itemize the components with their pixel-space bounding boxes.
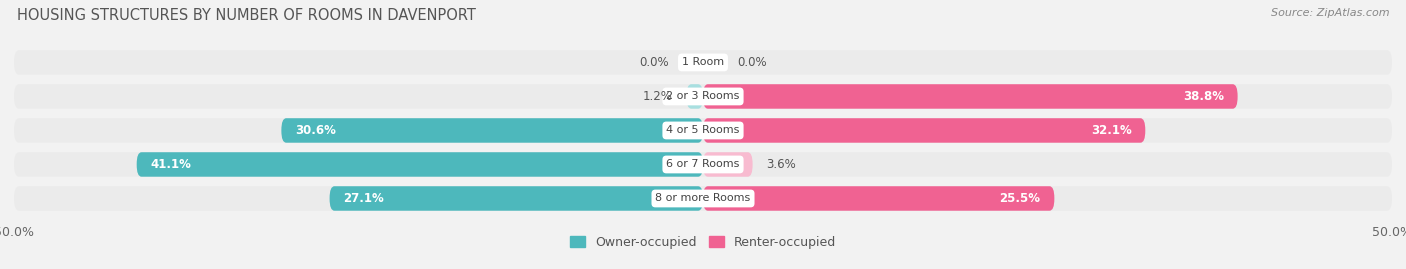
FancyBboxPatch shape (136, 152, 703, 177)
Text: 0.0%: 0.0% (738, 56, 768, 69)
FancyBboxPatch shape (14, 152, 1392, 177)
Text: 0.0%: 0.0% (638, 56, 669, 69)
Text: 1 Room: 1 Room (682, 58, 724, 68)
Text: 6 or 7 Rooms: 6 or 7 Rooms (666, 160, 740, 169)
Text: 41.1%: 41.1% (150, 158, 191, 171)
FancyBboxPatch shape (14, 118, 1392, 143)
Text: 32.1%: 32.1% (1091, 124, 1132, 137)
Text: 30.6%: 30.6% (295, 124, 336, 137)
Text: 8 or more Rooms: 8 or more Rooms (655, 193, 751, 203)
FancyBboxPatch shape (686, 84, 703, 109)
Text: 1.2%: 1.2% (643, 90, 672, 103)
Text: 38.8%: 38.8% (1182, 90, 1223, 103)
Text: 25.5%: 25.5% (1000, 192, 1040, 205)
FancyBboxPatch shape (703, 118, 1146, 143)
FancyBboxPatch shape (703, 84, 1237, 109)
Text: 3.6%: 3.6% (766, 158, 796, 171)
FancyBboxPatch shape (14, 186, 1392, 211)
Text: 4 or 5 Rooms: 4 or 5 Rooms (666, 125, 740, 136)
Text: HOUSING STRUCTURES BY NUMBER OF ROOMS IN DAVENPORT: HOUSING STRUCTURES BY NUMBER OF ROOMS IN… (17, 8, 475, 23)
FancyBboxPatch shape (703, 186, 1054, 211)
FancyBboxPatch shape (281, 118, 703, 143)
Legend: Owner-occupied, Renter-occupied: Owner-occupied, Renter-occupied (565, 231, 841, 254)
Text: 27.1%: 27.1% (343, 192, 384, 205)
FancyBboxPatch shape (703, 152, 752, 177)
FancyBboxPatch shape (14, 50, 1392, 75)
Text: 2 or 3 Rooms: 2 or 3 Rooms (666, 91, 740, 101)
FancyBboxPatch shape (329, 186, 703, 211)
Text: Source: ZipAtlas.com: Source: ZipAtlas.com (1271, 8, 1389, 18)
FancyBboxPatch shape (14, 84, 1392, 109)
